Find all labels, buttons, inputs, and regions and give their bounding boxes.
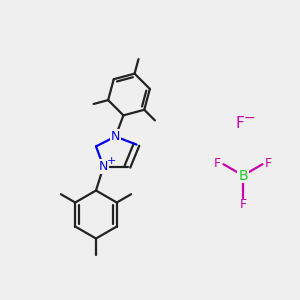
Text: F: F: [214, 157, 221, 170]
Text: N: N: [111, 130, 120, 143]
Text: N: N: [99, 160, 108, 173]
Text: −: −: [243, 111, 255, 124]
Text: F: F: [265, 157, 272, 170]
Text: B: B: [238, 169, 248, 182]
Text: F: F: [239, 198, 247, 212]
Text: +: +: [107, 156, 117, 166]
Text: F: F: [236, 116, 244, 130]
